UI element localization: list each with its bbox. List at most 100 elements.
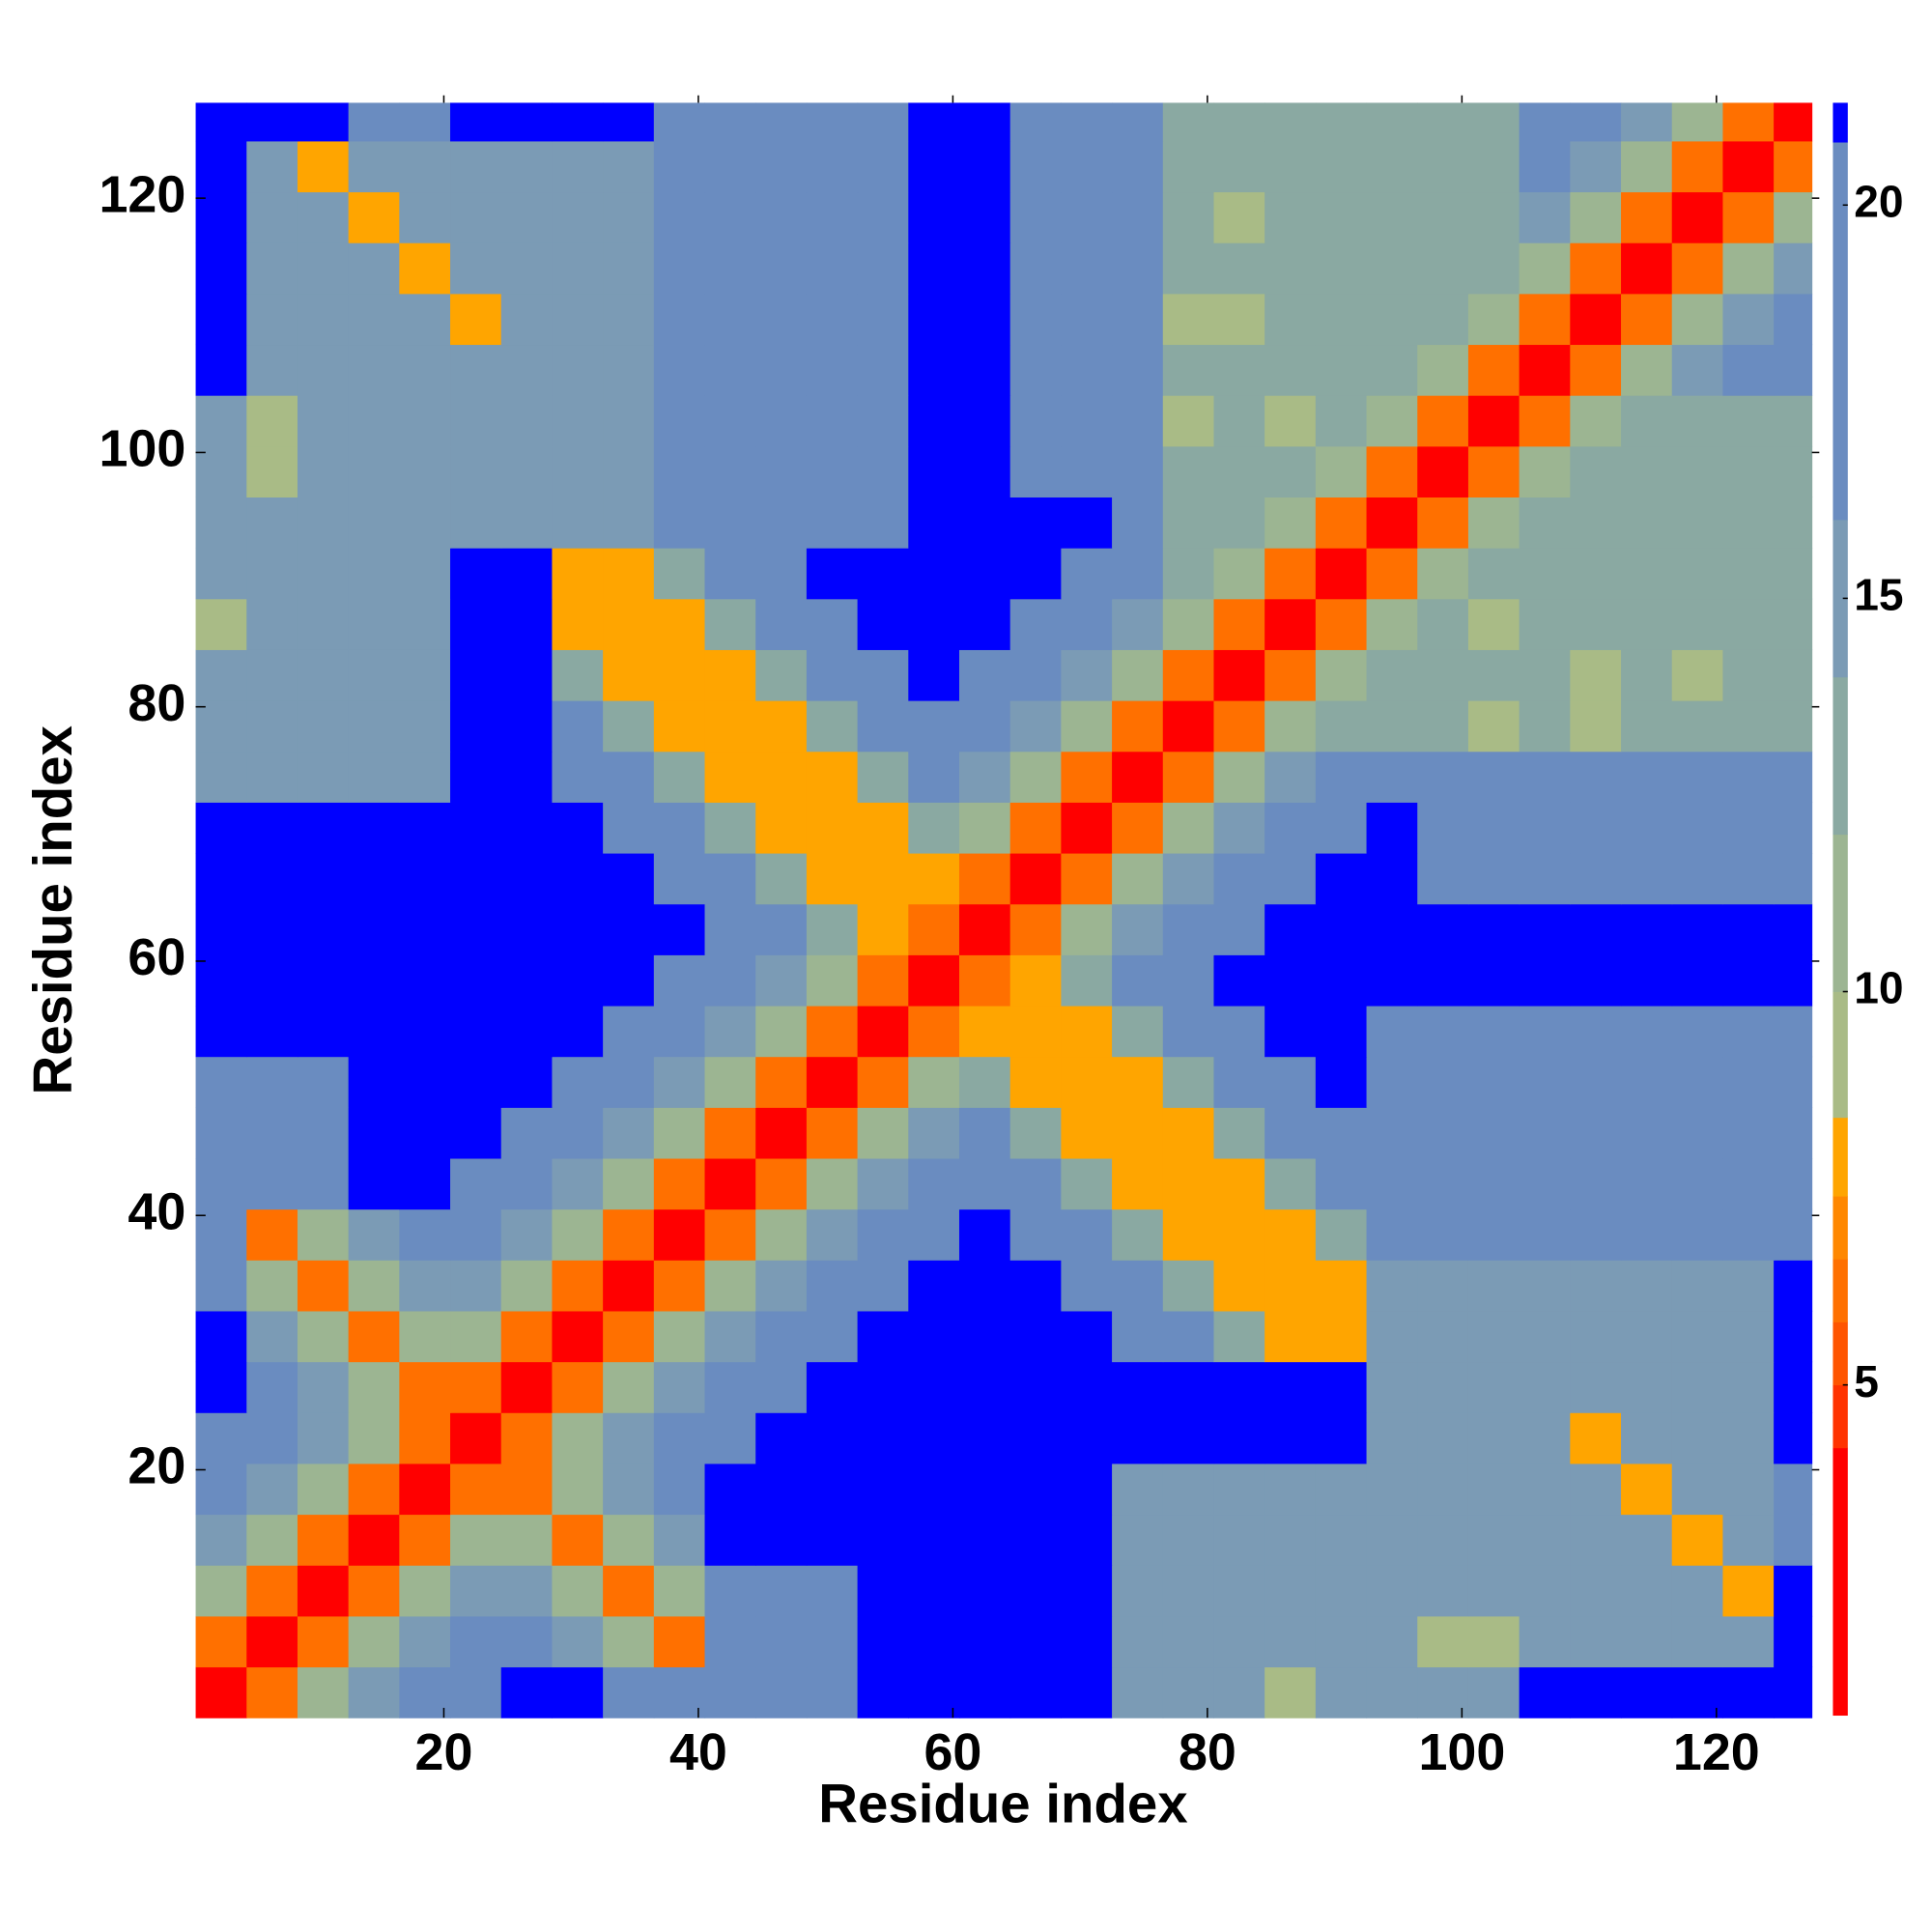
- heatmap-cell: [1162, 751, 1214, 803]
- x-tick-label: 40: [669, 1723, 727, 1781]
- heatmap-cell: [1774, 1158, 1813, 1210]
- heatmap-cell: [1213, 649, 1265, 701]
- heatmap-cell: [195, 1514, 247, 1566]
- heatmap-cell: [1774, 140, 1813, 193]
- heatmap-cell: [450, 649, 502, 701]
- heatmap-cell: [1009, 954, 1062, 1007]
- heatmap-cell: [1467, 102, 1520, 142]
- heatmap-cell: [1467, 1361, 1520, 1413]
- heatmap-cell: [1621, 102, 1673, 142]
- heatmap-cell: [297, 1412, 350, 1464]
- heatmap-cell: [1519, 102, 1571, 142]
- heatmap-cell: [1621, 1514, 1673, 1566]
- heatmap-cell: [1519, 649, 1571, 701]
- heatmap-cell: [399, 853, 451, 905]
- heatmap-cell: [1366, 1260, 1418, 1312]
- heatmap-cell: [806, 1615, 859, 1668]
- heatmap-cell: [450, 1463, 502, 1516]
- heatmap-cell: [500, 649, 553, 701]
- heatmap-cell: [1671, 395, 1723, 447]
- heatmap-cell: [1315, 954, 1368, 1007]
- heatmap-cell: [552, 242, 604, 295]
- heatmap-cell: [1315, 395, 1368, 447]
- heatmap-cell: [653, 242, 706, 295]
- heatmap-cell: [1315, 700, 1368, 753]
- heatmap-cell: [500, 903, 553, 955]
- heatmap-cell: [653, 1514, 706, 1566]
- heatmap-cell: [1366, 1310, 1418, 1363]
- heatmap-cell: [246, 1260, 298, 1312]
- heatmap-cell: [1009, 191, 1062, 243]
- heatmap-cell: [1264, 700, 1317, 753]
- heatmap-cell: [195, 751, 247, 803]
- heatmap-cell: [1162, 1260, 1214, 1312]
- heatmap-cell: [500, 1361, 553, 1413]
- heatmap-cell: [1722, 1056, 1775, 1108]
- heatmap-cell: [1213, 102, 1265, 142]
- heatmap-cell: [603, 191, 655, 243]
- heatmap-cell: [1570, 1565, 1622, 1617]
- heatmap-cell: [348, 1056, 400, 1108]
- heatmap-cell: [857, 1310, 909, 1363]
- heatmap-cell: [552, 751, 604, 803]
- heatmap-cell: [1570, 903, 1622, 955]
- heatmap-cell: [806, 1463, 859, 1516]
- heatmap-cell: [704, 1514, 756, 1566]
- heatmap-cell: [500, 1666, 553, 1719]
- heatmap-cell: [1417, 1615, 1469, 1668]
- heatmap-cell: [1264, 1463, 1317, 1516]
- heatmap-cell: [348, 395, 400, 447]
- heatmap-cell: [603, 1056, 655, 1108]
- colorbar-band: [1833, 102, 1848, 143]
- heatmap-cell: [1417, 598, 1469, 650]
- heatmap-cell: [755, 1260, 808, 1312]
- heatmap-cell: [603, 1310, 655, 1363]
- heatmap-cell: [1621, 1310, 1673, 1363]
- heatmap-cell: [297, 1260, 350, 1312]
- heatmap-cell: [552, 1158, 604, 1210]
- heatmap-cell: [552, 140, 604, 193]
- heatmap-cell: [806, 700, 859, 753]
- heatmap-cell: [1519, 802, 1571, 854]
- heatmap-cell: [704, 293, 756, 346]
- heatmap-cell: [1417, 293, 1469, 346]
- heatmap-cell: [552, 1412, 604, 1464]
- heatmap-cell: [704, 1310, 756, 1363]
- heatmap-cell: [755, 548, 808, 600]
- heatmap-cell: [195, 700, 247, 753]
- heatmap-cell: [246, 1310, 298, 1363]
- heatmap-cell: [552, 649, 604, 701]
- heatmap-cell: [1570, 1310, 1622, 1363]
- heatmap-cell: [1722, 1666, 1775, 1719]
- heatmap-cell: [857, 1208, 909, 1261]
- heatmap-cell: [450, 102, 502, 142]
- heatmap-cell: [500, 1006, 553, 1058]
- heatmap-cell: [195, 1107, 247, 1159]
- heatmap-cell: [603, 344, 655, 396]
- heatmap-cell: [1519, 751, 1571, 803]
- heatmap-cell: [806, 1412, 859, 1464]
- heatmap-cell: [195, 1615, 247, 1668]
- heatmap-cell: [755, 1006, 808, 1058]
- y-tick-label: 120: [99, 165, 185, 223]
- heatmap-cell: [755, 395, 808, 447]
- heatmap-cell: [1671, 751, 1723, 803]
- heatmap-cell: [1112, 954, 1164, 1007]
- heatmap-cell: [653, 140, 706, 193]
- heatmap-cell: [1162, 1463, 1214, 1516]
- heatmap-cell: [399, 293, 451, 346]
- heatmap-cell: [1467, 293, 1520, 346]
- heatmap-cell: [1366, 1006, 1418, 1058]
- heatmap-cell: [653, 1208, 706, 1261]
- heatmap-cell: [1112, 649, 1164, 701]
- heatmap-cell: [500, 1615, 553, 1668]
- heatmap-cell: [195, 1361, 247, 1413]
- heatmap-cell: [246, 548, 298, 600]
- heatmap-cell: [958, 1615, 1011, 1668]
- heatmap-cell: [1417, 497, 1469, 549]
- heatmap-cell: [755, 903, 808, 955]
- heatmap-cell: [500, 1260, 553, 1312]
- heatmap-cell: [1366, 700, 1418, 753]
- heatmap-cell: [1009, 102, 1062, 142]
- heatmap-cell: [1061, 1158, 1113, 1210]
